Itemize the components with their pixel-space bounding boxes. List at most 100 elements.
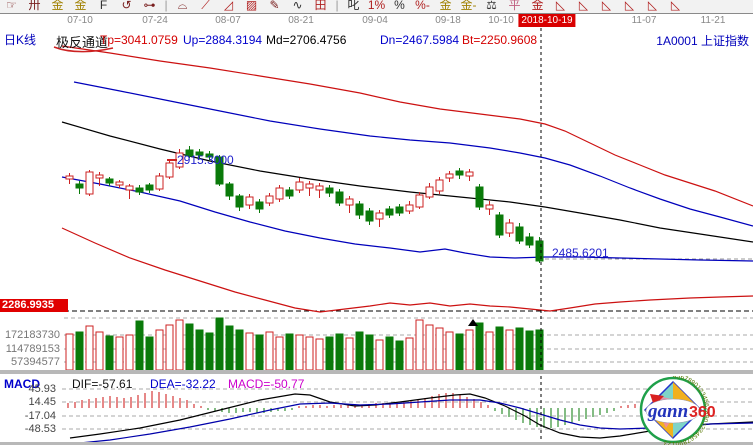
volume-bar [535,329,544,371]
kline-chart-canvas[interactable] [0,28,753,445]
angle-line-5-icon[interactable]: ◺ [647,0,658,12]
candle-body [305,183,314,189]
indicator-name: 极反通道 [56,35,109,50]
indicator-underline-scribble [53,46,114,53]
volume-bar [495,326,504,371]
candle-body [225,183,234,197]
candle-body [535,240,544,262]
indicator-param: Dn=2467.5984 [380,33,460,47]
gold-minus-icon[interactable]: 金- [460,0,477,12]
volume-bar [235,329,244,371]
pencil-line-icon[interactable]: ✎ [269,0,280,12]
indicator-param: Md=2706.4756 [266,33,347,47]
indicator-param: Bt=2250.9608 [462,33,538,47]
formula-tool-icon[interactable]: F [99,0,108,12]
date-label: 09-18 [435,15,461,26]
candle-body [165,162,174,178]
angle-line-3-icon[interactable]: ◺ [601,0,612,12]
percent-one-icon[interactable]: 1% [367,0,386,12]
candle-body [465,171,474,177]
candle-body [105,178,114,184]
candle-body [335,191,344,204]
candle-body [425,186,434,198]
candle-body [115,181,124,186]
candle-body [525,236,534,246]
volume-bar [405,337,414,371]
candle-body [475,186,484,208]
fan-lines-icon[interactable]: ⟋ [201,0,210,12]
candle-body [445,173,454,179]
macd-axis-label: 45.93 [28,383,56,395]
coin-gold-icon[interactable]: 金 [439,0,452,12]
fan-area-icon[interactable]: ◿ [223,0,234,12]
candle-body [495,214,504,236]
grid-tool-icon[interactable]: 卅 [28,0,41,12]
angle-line-6-icon[interactable]: ◺ [670,0,681,12]
angle-line-2-icon[interactable]: ◺ [578,0,589,12]
percent-icon[interactable]: % [394,0,405,12]
pointer-tool-icon[interactable]: ☞ [6,0,17,12]
volume-bar [435,327,444,371]
current-price-tag: 2286.9935 [0,299,68,312]
volume-bar [285,333,294,371]
indicator-param: Up=2884.3194 [183,33,263,47]
volume-bar [115,336,124,371]
stats-icon[interactable]: 叱 [347,0,360,12]
date-label: 10-10 [488,15,514,26]
volume-bar [455,333,464,371]
volume-bar [415,319,424,371]
toolbar: ☞ 卅金金 F ↺ ⊶ | ⌓ ⟋ ◿ ▨ ✎ ∿ 田 | 叱 1%% %- 金金- ⚖ 平金 ◺ ◺ ◺ ◺ ◺ ◺ [0,0,753,14]
candle-body [385,208,394,216]
volume-bar [505,329,514,371]
zigzag-icon[interactable]: ∿ [292,0,303,12]
chart-area[interactable]: 日K线 极反通道 Tp=3041.0759 Up=2884.3194 Md=2706… [0,28,753,445]
candle-body [195,151,204,156]
gann-grid-icon[interactable]: 田 [314,0,327,12]
scale-icon[interactable]: ⚖ [486,0,497,12]
gold2-tool-icon[interactable]: 金 [74,0,87,12]
volume-bar [245,332,254,371]
candle-body [375,212,384,220]
candle-body [215,156,224,185]
candle-body [245,196,254,206]
gold-line-icon[interactable]: 金 [531,0,544,12]
candle-body [135,187,144,193]
volume-bar [365,334,374,371]
volume-bar [75,331,84,371]
candle-body [315,185,324,191]
shaded-grid-icon[interactable]: ▨ [245,0,258,12]
macd-pane-label: MACD [4,377,40,391]
volume-bar [135,320,144,371]
candle-body [205,153,214,158]
angle-line-1-icon[interactable]: ◺ [555,0,566,12]
flat-icon[interactable]: 平 [508,0,521,12]
volume-bar [255,334,264,371]
gold-tool-icon[interactable]: 金 [51,0,64,12]
volume-bar [325,336,334,371]
gann360-logo: 456789012345678901234567890123 gann 360 [626,376,720,445]
volume-bars-layer [65,317,544,371]
date-label: 07-24 [142,15,168,26]
date-label: 08-07 [215,15,241,26]
macd-dea-value: DEA=-32.22 [150,377,216,391]
macd-hist-value: MACD=-50.77 [228,377,305,391]
candle-body [365,210,374,222]
candles-layer [65,146,544,263]
volume-marker-triangle [468,319,478,326]
volume-bar [65,333,74,371]
indicator-param: Tp=3041.0759 [100,33,178,47]
angle-line-4-icon[interactable]: ◺ [624,0,635,12]
frame-tool-icon[interactable]: ⌓ [177,0,188,12]
macd-dif-value: DIF=-57.61 [72,377,133,391]
peak-price-label: 2915.3000 [177,153,234,167]
pane-separator[interactable] [0,370,753,374]
candle-body [275,187,284,200]
volume-bar [265,331,274,371]
logo-text-gann: gann [647,401,688,422]
candle-body [235,195,244,208]
percent-line-icon[interactable]: %- [415,0,430,12]
undo-tool-icon[interactable]: ↺ [121,0,132,12]
measure-tool-icon[interactable]: ⊶ [143,0,156,12]
volume-bar [335,333,344,371]
